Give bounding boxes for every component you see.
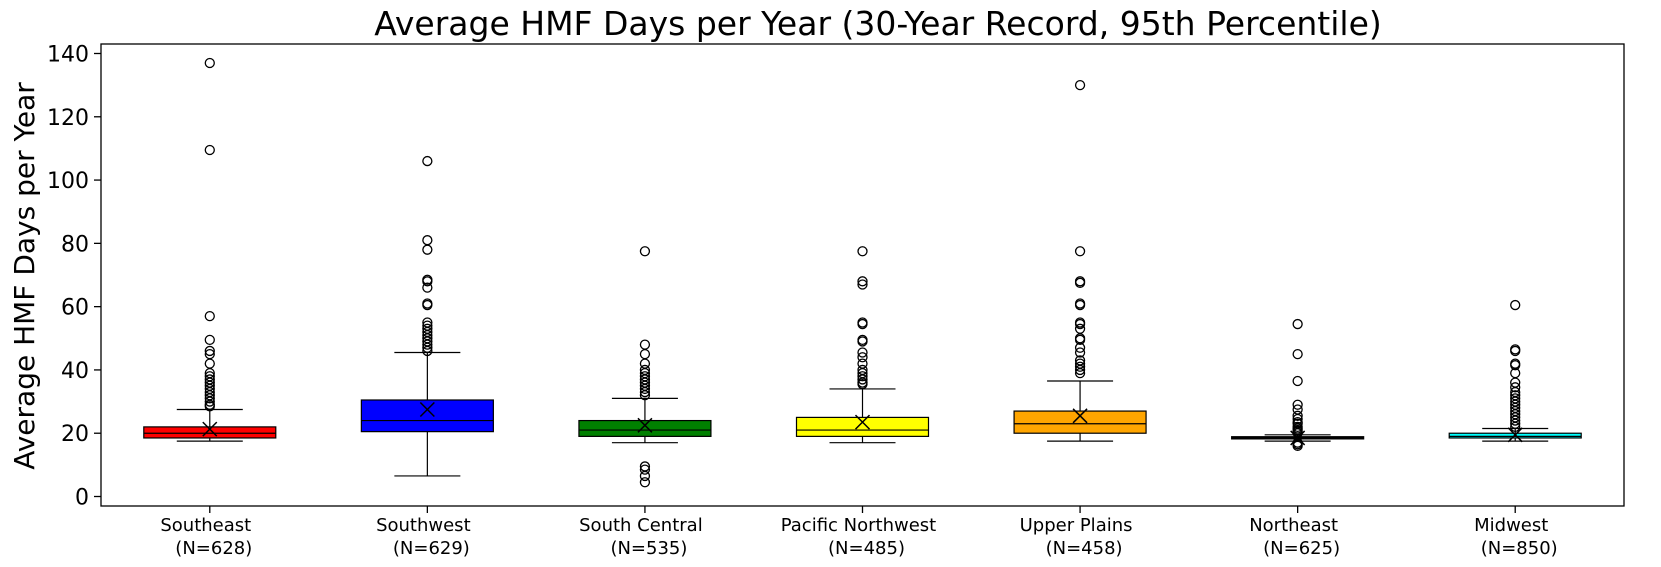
outlier-point	[1292, 318, 1303, 330]
outlier-point	[639, 348, 651, 360]
y-tick-label: 20	[61, 422, 89, 447]
outlier-point	[1074, 361, 1086, 372]
mean-marker	[202, 421, 218, 437]
outlier-point	[422, 342, 433, 353]
x-tick-label-count: (N=629)	[393, 538, 470, 559]
outlier-point	[422, 299, 433, 311]
outlier-point	[1074, 79, 1086, 91]
x-tick-label-count: (N=535)	[610, 538, 687, 559]
y-tick-label: 140	[47, 42, 89, 67]
y-tick-label: 40	[61, 359, 89, 384]
outlier-point	[639, 246, 651, 257]
outlier-point	[1510, 421, 1521, 433]
outlier-point	[1292, 410, 1303, 421]
y-tick-label: 0	[75, 486, 89, 511]
outlier-point	[422, 244, 433, 255]
outlier-point	[1510, 345, 1521, 357]
outlier-point	[204, 345, 215, 357]
outlier-point	[857, 336, 868, 347]
outlier-point	[1074, 367, 1086, 379]
x-tick-label-region: South Central	[579, 515, 703, 536]
outlier-point	[204, 144, 215, 156]
x-tick-label-region: Northeast	[1249, 515, 1338, 536]
outlier-point	[204, 358, 215, 369]
x-tick-label-count: (N=485)	[828, 538, 905, 559]
plot-frame	[100, 43, 1625, 507]
outlier-point	[857, 379, 868, 390]
outlier-point	[422, 276, 433, 287]
mean-marker	[637, 417, 653, 433]
outlier-point	[639, 390, 651, 401]
outlier-point	[1510, 418, 1521, 429]
outlier-point	[204, 393, 215, 404]
outlier-point	[1510, 415, 1521, 426]
outlier-point	[1292, 375, 1303, 387]
outlier-point	[639, 383, 651, 395]
box	[578, 419, 712, 437]
outlier-point	[639, 464, 651, 475]
outlier-point	[857, 347, 868, 358]
x-tick-label-region: Southwest	[376, 515, 471, 536]
outlier-point	[422, 345, 433, 357]
plot-area: 0 20 40 60 80 100 120 140 Southeast(N=628) Southw…	[47, 42, 1582, 559]
outlier-point	[1292, 348, 1303, 360]
outlier-point	[639, 470, 651, 482]
outlier-point	[204, 401, 215, 412]
outlier-point	[1074, 347, 1086, 358]
outlier-point	[857, 371, 868, 382]
box	[795, 416, 930, 437]
outlier-point	[1074, 299, 1086, 311]
x-tick-label-region: Midwest	[1474, 515, 1548, 536]
outlier-point	[422, 235, 433, 246]
outlier-point	[204, 334, 215, 346]
x-tick-label-region: Upper Plains	[1020, 515, 1133, 536]
outlier-point	[422, 339, 433, 350]
chart-title: Average HMF Days per Year (30-Year Recor…	[374, 4, 1382, 43]
y-tick-label: 60	[61, 296, 89, 321]
x-tick-label-region: Pacific Northwest	[781, 515, 937, 536]
outlier-point	[857, 276, 868, 287]
outlier-point	[204, 57, 215, 69]
outlier-point	[857, 318, 868, 330]
outlier-point	[1510, 360, 1521, 371]
outlier-point	[1074, 246, 1086, 257]
box	[360, 399, 494, 433]
outlier-point	[857, 279, 868, 290]
outlier-point	[857, 246, 868, 257]
y-tick-label: 120	[47, 106, 89, 131]
mean-marker	[854, 414, 871, 430]
y-axis-label: Average HMF Days per Year	[8, 82, 41, 470]
x-tick-label-count: (N=458)	[1046, 538, 1123, 559]
x-tick-label-count: (N=628)	[175, 538, 252, 559]
outlier-point	[639, 477, 651, 488]
outlier-point	[1074, 364, 1086, 376]
mean-marker	[1507, 427, 1523, 443]
box	[1013, 410, 1147, 434]
outlier-point	[1074, 318, 1086, 330]
y-tick-label: 100	[47, 169, 89, 194]
outlier-point	[1292, 399, 1303, 410]
outlier-point	[1074, 277, 1086, 289]
outlier-point	[639, 339, 651, 350]
x-tick-label-count: (N=625)	[1263, 538, 1340, 559]
y-tick-label: 80	[61, 232, 89, 257]
outlier-point	[1074, 334, 1086, 346]
outlier-point	[1510, 299, 1521, 311]
outlier-point	[1074, 342, 1086, 353]
outlier-point	[422, 155, 433, 167]
outlier-point	[1510, 382, 1521, 393]
outlier-point	[204, 310, 215, 322]
x-tick-label-count: (N=850)	[1481, 538, 1558, 559]
x-tick-label-region: Southeast	[160, 515, 251, 536]
mean-marker	[419, 401, 435, 418]
box	[143, 426, 277, 439]
outlier-point	[204, 396, 215, 407]
outlier-point	[857, 352, 868, 363]
outlier-point	[857, 374, 868, 385]
outlier-point	[1292, 440, 1303, 452]
mean-marker	[1072, 408, 1088, 424]
outlier-point	[639, 386, 651, 398]
outlier-point	[422, 282, 433, 293]
